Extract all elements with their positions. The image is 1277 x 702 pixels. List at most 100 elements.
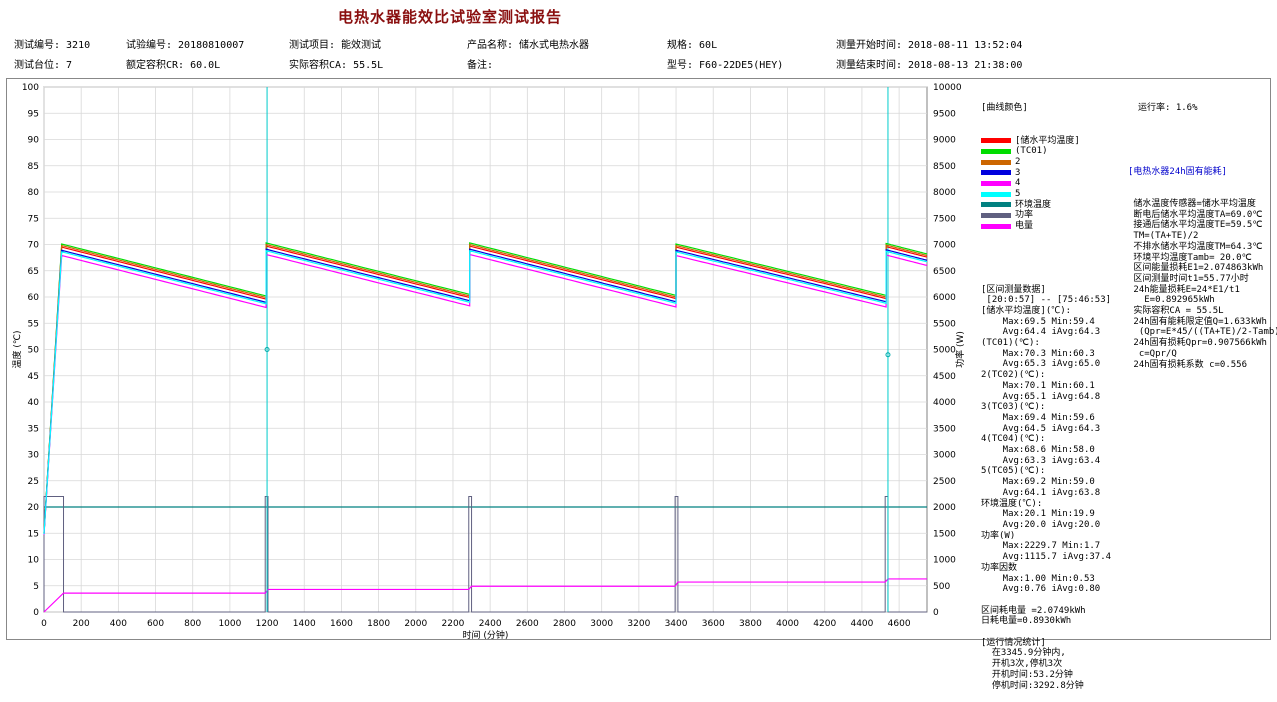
legend-swatch (981, 202, 1011, 208)
energy-panel: 运行率: 1.6% [电热水器24h固有能耗] 储水温度传感器=储水平均温度 断… (1128, 82, 1277, 381)
stat-line: Avg:0.76 iAvg:0.80 (981, 584, 1101, 595)
stat-line: Avg:20.0 iAvg:20.0 (981, 519, 1101, 530)
stat-line: 5(TC05)(℃): (981, 466, 1046, 477)
stat-line: Max:69.2 Min:59.0 (981, 477, 1095, 488)
y2-tick-label: 0 (933, 608, 939, 618)
energy-line: 接通后储水平均温度TE=59.5℃ (1128, 220, 1263, 231)
legend-swatch (981, 213, 1011, 219)
series-line-5 (43, 250, 928, 535)
y-tick-label: 60 (28, 293, 40, 303)
data-marker (264, 347, 270, 352)
y2-tick-label: 7500 (933, 214, 956, 224)
x-tick-label: 4000 (776, 619, 799, 629)
energy-line: 不排水储水平均温度TM=64.3℃ (1128, 241, 1263, 252)
y2-tick-label: 9000 (933, 136, 956, 146)
stat-line: Avg:65.1 iAvg:64.8 (981, 391, 1101, 402)
series-line-2 (43, 243, 928, 533)
stat-line: 2(TC02)(℃): (981, 370, 1046, 381)
legend-label: [储水平均温度] (1015, 135, 1080, 146)
stat-line: 环境温度(℃): (981, 498, 1043, 509)
stat-line: Max:69.4 Min:59.6 (981, 412, 1095, 423)
series-line-4 (43, 253, 928, 535)
y-tick-label: 95 (28, 109, 39, 119)
legend: [储水平均温度] (TC01) 2 3 4 5 环境温度 功率 电量 (981, 136, 1111, 232)
stat-line: [储水平均温度](℃): (981, 305, 1072, 316)
legend-label: 5 (1015, 188, 1021, 199)
stat-line: Max:70.1 Min:60.1 (981, 380, 1095, 391)
energy-line: (Qpr=E*45/((TA+TE)/2-Tamb)) (1128, 327, 1277, 338)
stat-line: Max:69.5 Min:59.4 (981, 316, 1095, 327)
y-tick-label: 0 (33, 608, 39, 618)
stat-line: Avg:64.4 iAvg:64.3 (981, 327, 1101, 338)
y-tick-label: 35 (28, 424, 39, 434)
run-rate: 运行率: 1.6% (1138, 103, 1198, 114)
x-tick-label: 1200 (256, 619, 279, 629)
spec: 规格: 60L (667, 40, 718, 51)
y-tick-label: 85 (28, 162, 39, 172)
stat-line: Max:20.1 Min:19.9 (981, 509, 1095, 520)
actual-volume: 实际容积CA: 55.5L (289, 60, 384, 71)
stat-line: Max:70.3 Min:60.3 (981, 348, 1095, 359)
y2-tick-label: 5000 (933, 346, 956, 356)
station: 测试台位: 7 (14, 60, 73, 71)
y2-tick-label: 1000 (933, 556, 956, 566)
stat-line: (TC01)(℃): (981, 338, 1040, 349)
stat-line: Avg:65.3 iAvg:65.0 (981, 359, 1101, 370)
y2-tick-label: 4000 (933, 398, 956, 408)
legend-swatch (981, 138, 1011, 144)
interval-stats: [区间测量数据] [20:0:57] -- [75:46:53] [储水平均温度]… (981, 285, 1111, 692)
legend-label: (TC01) (1015, 146, 1048, 157)
energy-heading: [电热水器24h固有能耗] (1128, 166, 1228, 177)
stat-line: Avg:64.1 iAvg:63.8 (981, 487, 1101, 498)
legend-swatch (981, 223, 1011, 229)
y2-tick-label: 6000 (933, 293, 956, 303)
stat-line: [区间测量数据] (981, 284, 1046, 295)
energy-line: 24h固有损耗Qpr=0.907566kWh (1128, 338, 1267, 349)
legend-label: 3 (1015, 167, 1021, 178)
x-tick-label: 2400 (479, 619, 502, 629)
y2-tick-label: 3500 (933, 424, 956, 434)
stat-line: 4(TC04)(℃): (981, 434, 1046, 445)
x-tick-label: 3000 (590, 619, 613, 629)
series-line-储水平均温度 (43, 245, 928, 534)
y-tick-label: 75 (28, 214, 39, 224)
x-tick-label: 2000 (404, 619, 427, 629)
energy-line: 区间测量时间t1=55.77小时 (1128, 273, 1249, 284)
x-tick-label: 2800 (553, 619, 576, 629)
stat-line: [运行情况统计] (981, 637, 1046, 648)
y-tick-label: 25 (28, 477, 39, 487)
y-tick-label: 80 (28, 188, 40, 198)
y2-tick-label: 9500 (933, 109, 956, 119)
temperature-power-chart: 0 5 10 15 20 25 30 35 40 45 50 55 60 65 70 75 80 85 90 95 10… (11, 83, 966, 641)
y2-tick-label: 5500 (933, 319, 956, 329)
legend-item: 5 (981, 189, 1111, 200)
stat-line: Avg:64.5 iAvg:64.3 (981, 423, 1101, 434)
energy-line: TM=(TA+TE)/2 (1128, 231, 1199, 242)
x-tick-label: 200 (73, 619, 90, 629)
y-tick-label: 100 (22, 83, 39, 93)
stat-line: 功率因数 (981, 562, 1018, 573)
y2-tick-label: 3000 (933, 451, 956, 461)
legend-item: 电量 (981, 221, 1111, 232)
y2-tick-label: 2500 (933, 477, 956, 487)
legend-swatch (981, 170, 1011, 176)
legend-swatch (981, 159, 1011, 165)
legend-item: (TC01) (981, 146, 1111, 157)
y-tick-label: 5 (33, 582, 39, 592)
x-tick-label: 2600 (516, 619, 539, 629)
energy-line: 实际容积CA = 55.5L (1128, 306, 1224, 317)
y-tick-label: 45 (28, 372, 39, 382)
energy-details: 储水温度传感器=储水平均温度 断电后储水平均温度TA=69.0℃ 接通后储水平均… (1128, 199, 1277, 370)
trial-number: 试验编号: 20180810007 (126, 40, 245, 51)
y-tick-label: 30 (28, 451, 40, 461)
x-tick-label: 0 (41, 619, 47, 629)
y2-tick-label: 1500 (933, 529, 956, 539)
y2-tick-label: 10000 (933, 83, 962, 93)
x-tick-label: 3200 (627, 619, 650, 629)
stats-panel: [曲线颜色] [储水平均温度] (TC01) 2 3 4 5 环境温度 功率 电量 [区间测量数… (981, 82, 1111, 702)
y-tick-label: 55 (28, 319, 39, 329)
report-frame (6, 78, 1271, 640)
x-tick-label: 3800 (739, 619, 762, 629)
legend-item: 3 (981, 168, 1111, 179)
stat-line: 开机时间:53.2分钟 (981, 669, 1073, 680)
